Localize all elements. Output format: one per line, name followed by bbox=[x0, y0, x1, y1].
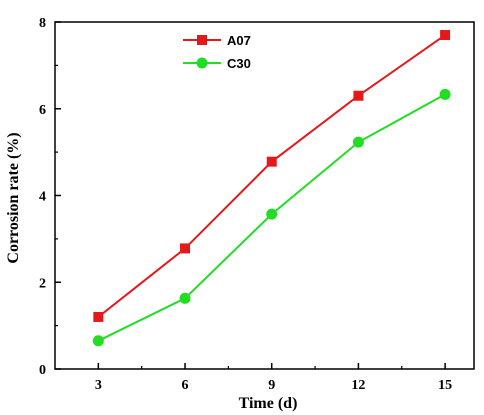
x-tick-label: 6 bbox=[182, 378, 189, 393]
legend-label-a07: A07 bbox=[227, 33, 251, 48]
y-tick-label: 0 bbox=[39, 363, 46, 378]
ticks-group: 3 6 9 12 15 0 2 4 6 8 bbox=[39, 16, 452, 393]
x-tick-label: 3 bbox=[95, 378, 102, 393]
data-point-a07 bbox=[353, 90, 364, 101]
data-point-c30 bbox=[352, 136, 364, 148]
data-point-a07 bbox=[93, 311, 104, 322]
series-group bbox=[92, 30, 451, 347]
x-tick-label: 12 bbox=[351, 378, 365, 393]
data-point-a07 bbox=[266, 156, 277, 167]
y-tick-label: 4 bbox=[39, 190, 46, 205]
data-point-a07 bbox=[440, 30, 451, 41]
y-tick-label: 6 bbox=[39, 103, 46, 118]
y-tick-label: 2 bbox=[39, 276, 46, 291]
legend-marker-c30 bbox=[196, 57, 208, 69]
data-point-c30 bbox=[179, 292, 191, 304]
legend-label-c30: C30 bbox=[227, 56, 251, 71]
data-point-a07 bbox=[180, 243, 191, 254]
series-line-a07 bbox=[97, 34, 446, 318]
y-tick-label: 8 bbox=[39, 16, 46, 31]
plot-frame-group bbox=[54, 21, 475, 370]
data-point-c30 bbox=[439, 88, 451, 100]
legend-marker-a07 bbox=[197, 35, 207, 45]
plot-frame bbox=[54, 21, 475, 370]
x-tick-label: 9 bbox=[268, 378, 275, 393]
x-tick-label: 15 bbox=[438, 378, 452, 393]
x-axis-title: Time (d) bbox=[239, 395, 298, 412]
data-point-c30 bbox=[266, 208, 278, 220]
y-axis-title: Corrosion rate (%) bbox=[5, 132, 22, 263]
data-point-c30 bbox=[92, 335, 104, 347]
legend: A07 C30 bbox=[183, 33, 251, 71]
